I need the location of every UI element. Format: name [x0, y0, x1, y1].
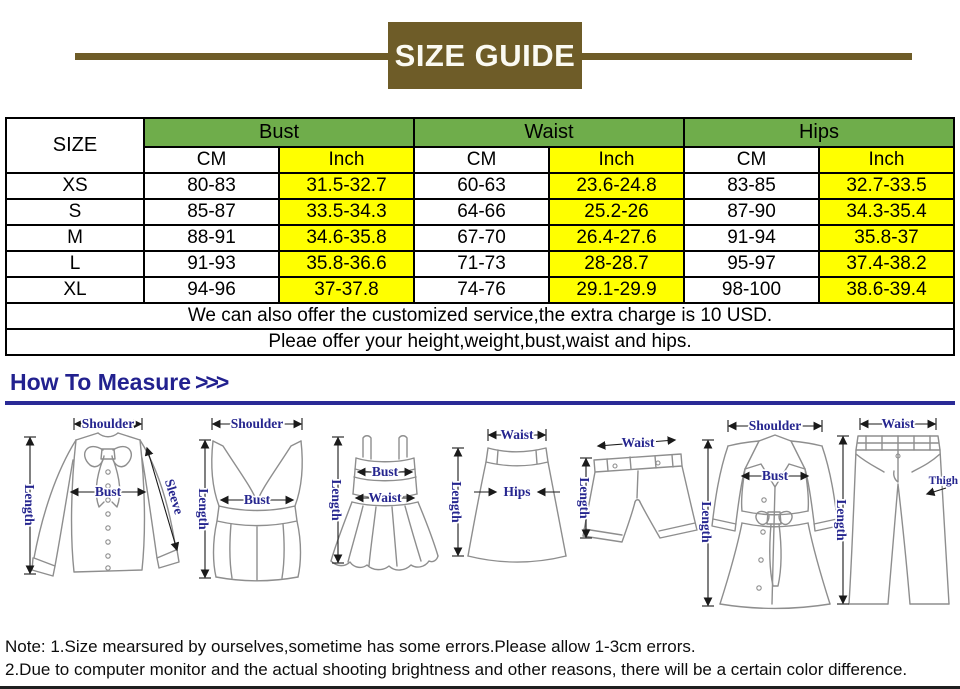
- coat-drawing: Shoulder Length Bust: [697, 416, 839, 610]
- size-cell: L: [5, 250, 145, 278]
- shorts-waist-label: Waist: [621, 435, 655, 450]
- blouse-drawing: Shoulder Length Bust Sleeve: [20, 414, 188, 577]
- banner-right-line: [582, 53, 912, 60]
- measure-diagrams: Shoulder Length Bust Sleeve Shoulder Len…: [20, 414, 960, 610]
- jeans-waist-label: Waist: [881, 416, 915, 431]
- jeans-drawing: Waist Length Thigh: [832, 414, 960, 605]
- jeans-length-label: Length: [834, 499, 849, 541]
- heading-underline: [5, 401, 955, 405]
- bust-group-header: Bust: [143, 117, 415, 148]
- how-to-measure-heading: How To Measure >>>: [10, 369, 960, 396]
- skirt-length-label: Length: [449, 481, 464, 523]
- bust-cm-header: CM: [143, 146, 280, 174]
- skirt-drawing: Waist Length Hips: [447, 425, 567, 563]
- table-note-row: Pleae offer your height,weight,bust,wais…: [5, 328, 955, 356]
- banner-left-line: [75, 53, 388, 60]
- table-row: XL 94-96 37-37.8 74-76 29.1-29.9 98-100 …: [5, 276, 955, 304]
- dress-waist-label: Waist: [368, 490, 402, 505]
- table-row: XS 80-83 31.5-32.7 60-63 23.6-24.8 83-85…: [5, 172, 955, 200]
- hips-group-header: Hips: [683, 117, 955, 148]
- hips-cm-header: CM: [683, 146, 820, 174]
- shorts-drawing: Waist Length: [575, 433, 698, 543]
- measurements-request-note: Pleae offer your height,weight,bust,wais…: [5, 328, 955, 356]
- jeans-thigh-label: Thigh: [929, 475, 959, 487]
- coat-shoulder-label: Shoulder: [749, 418, 802, 433]
- waist-cm-header: CM: [413, 146, 550, 174]
- tank-top-drawing: Shoulder Length Bust: [194, 414, 303, 582]
- size-cell: S: [5, 198, 145, 226]
- blouse-bust-label: Bust: [95, 484, 122, 499]
- blouse-length-label: Length: [22, 484, 37, 526]
- banner: SIZE GUIDE: [0, 0, 960, 100]
- table-note-row: We can also offer the customized service…: [5, 302, 955, 330]
- custom-service-note: We can also offer the customized service…: [5, 302, 955, 330]
- size-column-header: SIZE: [5, 117, 145, 174]
- shorts-length-label: Length: [577, 477, 592, 519]
- bottom-border-line: [0, 686, 960, 689]
- size-cell: XS: [5, 172, 145, 200]
- page-title: SIZE GUIDE: [394, 37, 576, 73]
- waist-inch-header: Inch: [548, 146, 685, 174]
- table-row: L 91-93 35.8-36.6 71-73 28-28.7 95-97 37…: [5, 250, 955, 278]
- footer-note-line: Note: 1.Size mearsured by ourselves,some…: [5, 637, 696, 656]
- skirt-hips-label: Hips: [503, 484, 530, 499]
- table-row: S 85-87 33.5-34.3 64-66 25.2-26 87-90 34…: [5, 198, 955, 226]
- size-cell: M: [5, 224, 145, 252]
- coat-length-label: Length: [699, 501, 714, 543]
- footer-notes: Note: 1.Size mearsured by ourselves,some…: [5, 638, 960, 689]
- waist-group-header: Waist: [413, 117, 685, 148]
- footer-note-line: 2.Due to computer monitor and the actual…: [5, 660, 908, 679]
- size-cell: XL: [5, 276, 145, 304]
- dress-drawing: Length Bust Waist: [327, 435, 439, 571]
- coat-bust-label: Bust: [762, 468, 789, 483]
- chevrons-icon: >>>: [195, 369, 229, 395]
- skirt-waist-label: Waist: [500, 427, 534, 442]
- banner-title-box: SIZE GUIDE: [388, 22, 582, 89]
- hips-inch-header: Inch: [818, 146, 955, 174]
- unit-header-row: CM Inch CM Inch CM Inch: [6, 146, 955, 174]
- how-to-measure-title: How To Measure: [10, 369, 192, 395]
- bust-inch-header: Inch: [278, 146, 415, 174]
- table-header-row: SIZE Bust Waist Hips: [5, 117, 955, 174]
- table-row: M 88-91 34.6-35.8 67-70 26.4-27.6 91-94 …: [5, 224, 955, 252]
- blouse-shoulder-label: Shoulder: [82, 416, 135, 431]
- dress-bust-label: Bust: [372, 464, 399, 479]
- dress-length-label: Length: [329, 479, 344, 521]
- size-table: SIZE Bust Waist Hips CM Inch CM Inch CM …: [5, 117, 955, 356]
- tank-bust-label: Bust: [244, 492, 271, 507]
- tank-shoulder-label: Shoulder: [231, 416, 284, 431]
- tank-length-label: Length: [196, 488, 211, 530]
